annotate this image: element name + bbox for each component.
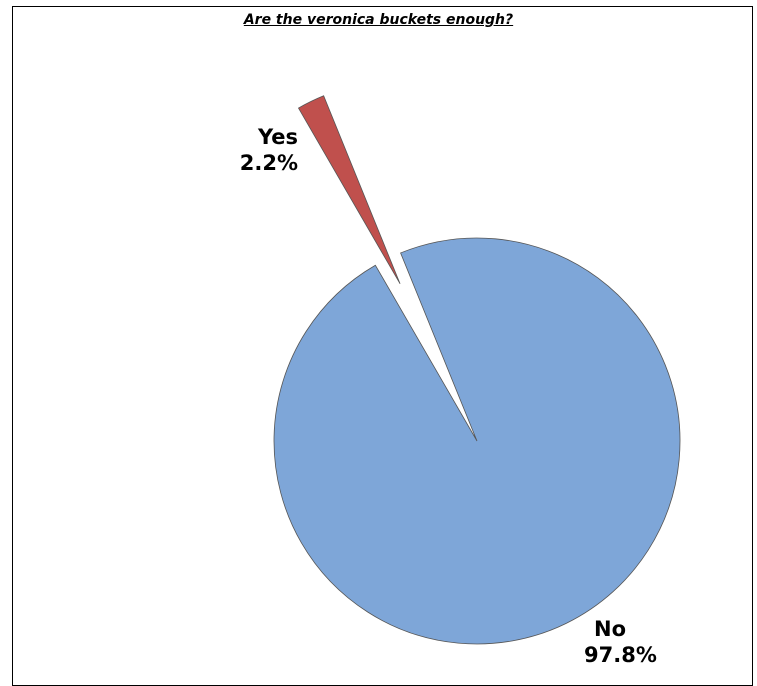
- slice-label-yes: Yes: [257, 125, 298, 149]
- slice-label-no: No: [594, 617, 626, 641]
- pie-slice-yes: [297, 95, 401, 285]
- slice-value-no: 97.8%: [584, 643, 657, 667]
- slice-value-yes: 2.2%: [240, 151, 298, 175]
- pie-slice-no: [273, 237, 681, 645]
- chart-title: Are the veronica buckets enough?: [243, 12, 514, 28]
